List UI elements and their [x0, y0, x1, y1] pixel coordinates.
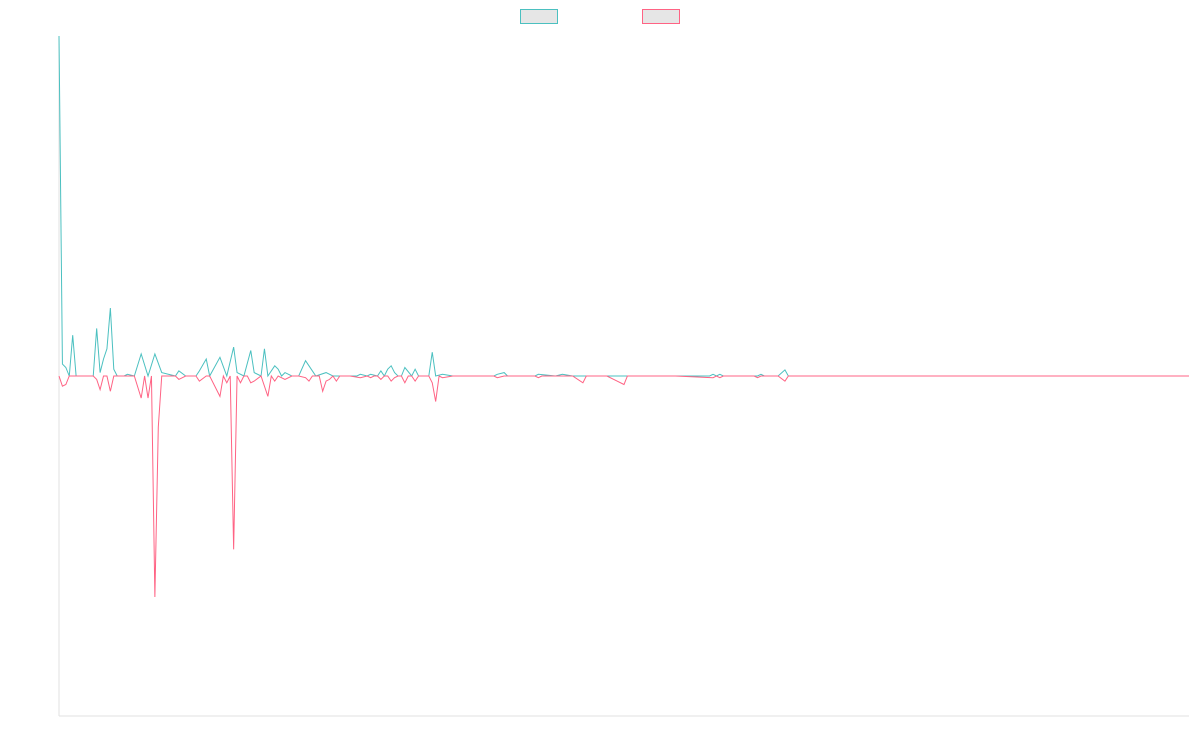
chart-legend — [0, 9, 1200, 24]
legend-swatch-series-2 — [642, 9, 680, 24]
legend-item-series-2[interactable] — [642, 9, 680, 24]
legend-item-series-1[interactable] — [520, 9, 558, 24]
series-line-2 — [58, 374, 1189, 598]
legend-swatch-series-1 — [520, 9, 558, 24]
series-line-1 — [58, 35, 1189, 378]
